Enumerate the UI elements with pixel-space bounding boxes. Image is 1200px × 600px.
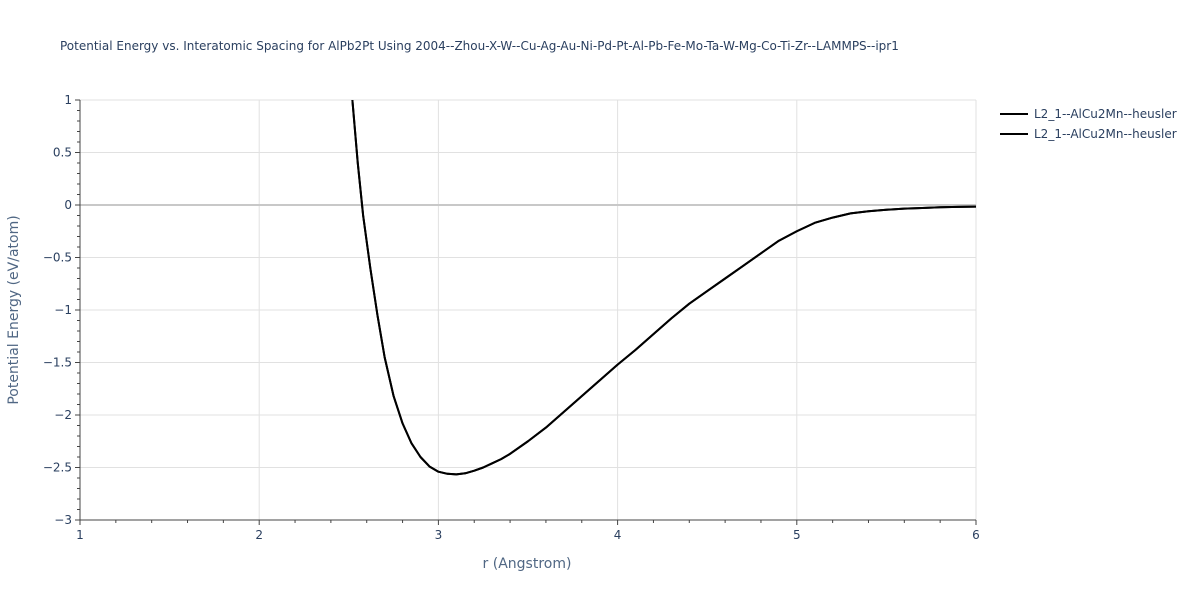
- y-tick-label: 1: [64, 93, 72, 107]
- x-tick-label: 4: [614, 528, 622, 542]
- x-tick-label: 1: [76, 528, 84, 542]
- axes-layer: 1 2 3 4 5 6 1 0.5 0 −0.5 −1 −1.5 −2 −2.5 −3: [43, 93, 980, 542]
- y-axis-title: Potential Energy (eV/atom): [6, 215, 22, 404]
- y-tick-label: 0.5: [53, 146, 72, 160]
- y-tick-label: 0: [64, 198, 72, 212]
- y-tick-label: −1: [54, 303, 72, 317]
- y-tick-label: −2: [54, 408, 72, 422]
- series-line-1[interactable]: [351, 100, 976, 476]
- x-tick-label: 5: [793, 528, 801, 542]
- legend-label-2[interactable]: L2_1--AlCu2Mn--heusler: [1034, 127, 1177, 141]
- chart-title: Potential Energy vs. Interatomic Spacing…: [60, 39, 899, 53]
- y-tick-label: −2.5: [43, 461, 72, 475]
- x-tick-label: 6: [972, 528, 980, 542]
- y-tick-label: −1.5: [43, 356, 72, 370]
- series-layer: [351, 100, 976, 476]
- y-tick-label: −3: [54, 513, 72, 527]
- x-tick-label: 2: [255, 528, 263, 542]
- x-axis-title: r (Angstrom): [483, 556, 572, 572]
- legend[interactable]: L2_1--AlCu2Mn--heusler L2_1--AlCu2Mn--heu…: [1000, 107, 1177, 141]
- grid-layer: [80, 99, 977, 520]
- legend-label-1[interactable]: L2_1--AlCu2Mn--heusler: [1034, 107, 1177, 121]
- y-tick-label: −0.5: [43, 251, 72, 265]
- x-tick-label: 3: [435, 528, 443, 542]
- series-line-2[interactable]: [351, 100, 976, 476]
